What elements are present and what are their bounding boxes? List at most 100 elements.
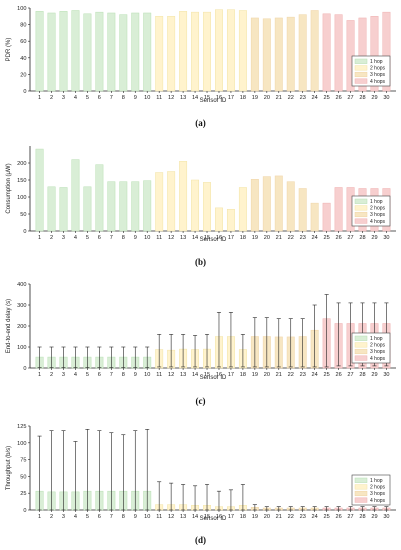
x-tick-label: 22 [288,235,294,241]
x-tick-label: 12 [168,514,174,520]
x-axis-title: Sensor ID [200,516,227,522]
bar [95,11,104,92]
legend-swatch [354,58,368,64]
x-tick-label: 13 [180,372,186,378]
x-tick-label: 9 [134,514,137,520]
x-axis-title: Sensor ID [200,237,227,243]
y-tick-label: 200 [17,161,26,167]
x-tick-label: 16 [216,514,222,520]
bar [107,12,116,92]
x-tick-label: 22 [288,514,294,520]
x-tick-label: 29 [371,235,377,241]
x-tick-label: 6 [98,95,101,101]
legend-label: 3 hops [370,212,386,218]
y-tick-label: 100 [17,441,26,447]
x-tick-label: 5 [86,95,89,101]
bar [143,180,152,232]
x-tick-label: 28 [359,372,365,378]
y-axis-title: PDR (%) [6,38,12,62]
y-tick-label: 0 [23,89,26,95]
x-tick-label: 29 [371,95,377,101]
x-tick-label: 21 [276,372,282,378]
y-tick-label: 0 [23,366,26,372]
x-tick-label: 24 [312,95,318,101]
x-tick-label: 7 [110,235,113,241]
bar [274,17,283,92]
bar [238,10,247,92]
bar [262,176,271,232]
bar [35,148,44,232]
x-tick-label: 18 [240,372,246,378]
x-tick-label: 17 [228,95,234,101]
x-tick-label: 12 [168,235,174,241]
bar [83,186,92,232]
x-tick-label: 6 [98,235,101,241]
legend-label: 2 hops [370,66,386,72]
legend-label: 4 hops [370,356,386,362]
x-tick-label: 30 [383,372,389,378]
x-tick-label: 30 [383,235,389,241]
x-tick-label: 12 [168,372,174,378]
legend-label: 2 hops [370,343,386,349]
legend-label: 1 hop [370,478,383,484]
x-tick-label: 24 [312,372,318,378]
bar [286,181,295,232]
x-tick-label: 9 [134,235,137,241]
x-tick-label: 30 [383,95,389,101]
legend-label: 4 hops [370,79,386,85]
x-tick-label: 9 [134,95,137,101]
x-tick-label: 19 [252,372,258,378]
x-tick-label: 26 [335,514,341,520]
x-tick-label: 10 [144,372,150,378]
legend-swatch [354,335,368,341]
x-tick-label: 23 [300,235,306,241]
bar [298,14,307,92]
legend-label: 4 hops [370,498,386,504]
y-tick-label: 50 [20,474,26,480]
bar [310,202,319,232]
legend-swatch [354,218,368,224]
x-tick-label: 8 [122,95,125,101]
x-tick-label: 18 [240,95,246,101]
bar [119,181,128,232]
x-tick-label: 2 [50,372,53,378]
x-axis-title: Sensor ID [200,98,227,104]
y-tick-label: 25 [20,491,26,497]
legend-swatch [354,477,368,483]
legend-swatch [354,497,368,503]
x-tick-label: 25 [324,514,330,520]
legend-label: 2 hops [370,206,386,212]
bar [215,207,223,232]
legend-swatch [354,348,368,355]
bar [143,12,152,92]
x-tick-label: 4 [74,372,77,378]
legend-label: 1 hop [370,199,383,205]
y-tick-label: 125 [17,424,26,430]
y-tick-label: 20 [20,72,26,78]
x-tick-label: 16 [216,235,222,241]
x-tick-label: 11 [156,514,162,520]
legend-swatch [354,205,368,211]
legend-swatch [354,211,368,218]
x-tick-label: 27 [347,372,353,378]
bar [59,11,68,92]
x-tick-label: 3 [62,514,65,520]
panel-caption: (b) [195,257,206,267]
bar [298,188,307,232]
bar [179,11,188,92]
x-tick-label: 27 [347,235,353,241]
bar [107,181,116,232]
x-tick-label: 24 [312,514,318,520]
bar [250,17,259,92]
x-tick-label: 23 [300,372,306,378]
x-tick-label: 26 [335,235,341,241]
x-tick-label: 15 [204,514,210,520]
x-tick-label: 11 [156,95,162,101]
x-tick-label: 13 [180,235,186,241]
x-tick-label: 30 [383,514,389,520]
panel-caption: (c) [196,396,206,406]
x-tick-label: 19 [252,235,258,241]
x-tick-label: 13 [180,95,186,101]
bar [191,179,200,232]
